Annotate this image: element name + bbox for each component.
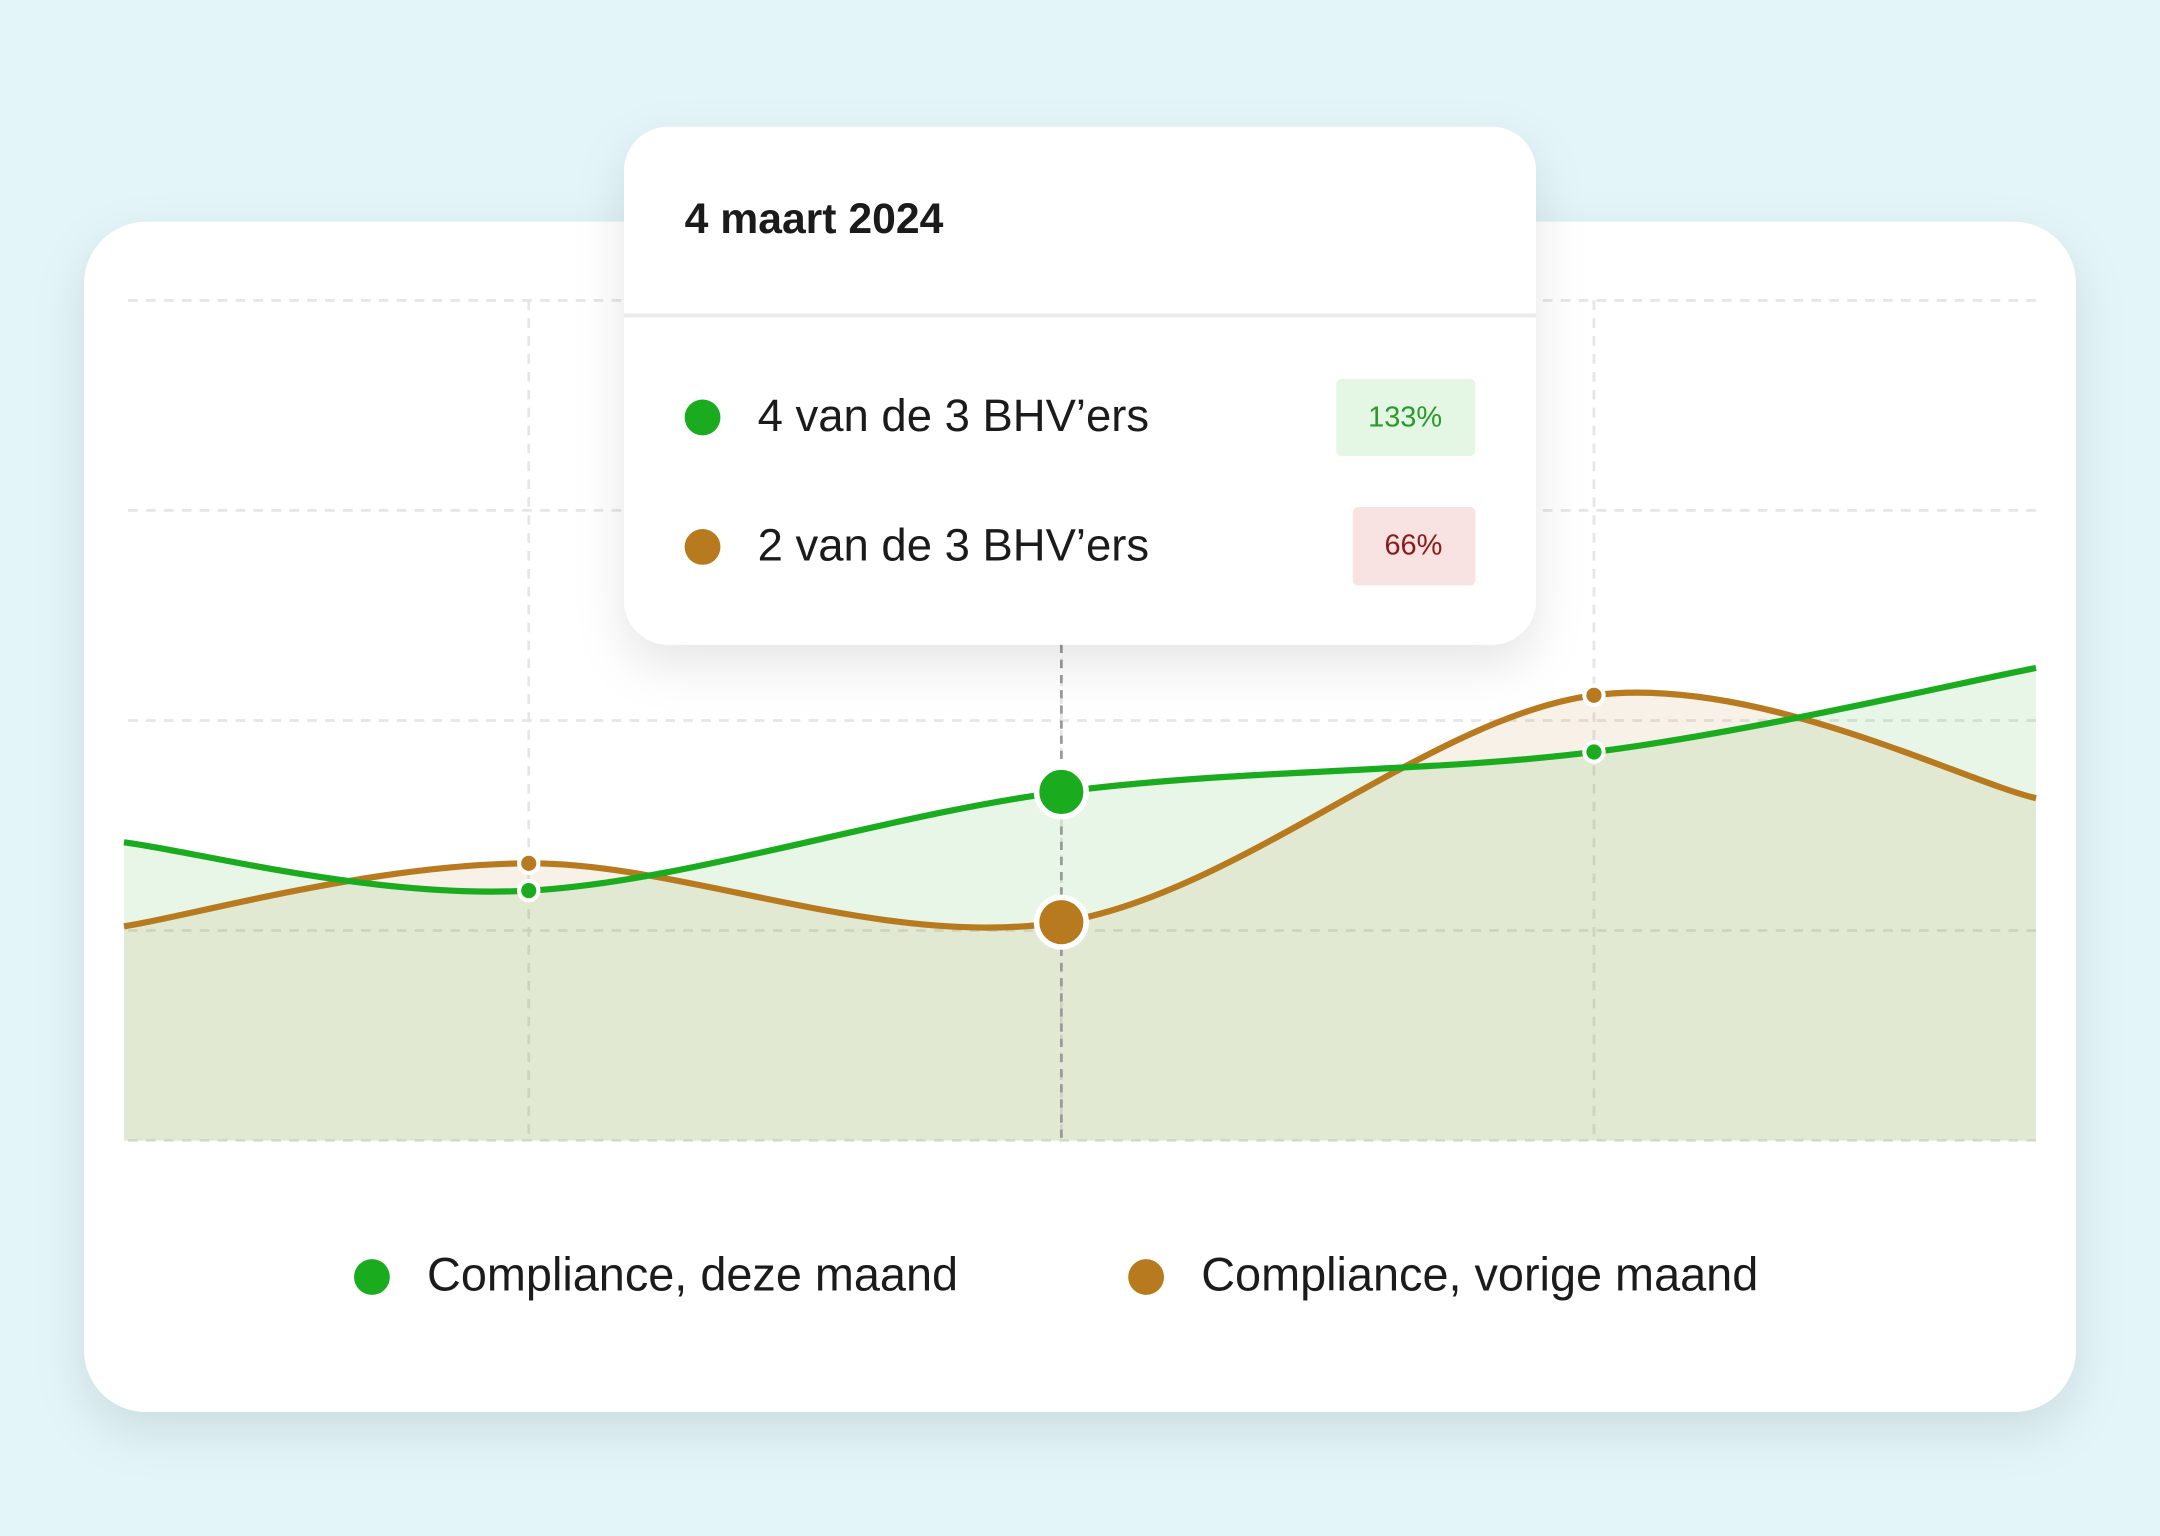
card xyxy=(84,221,2076,1413)
legend: Compliance, deze maand Compliance, vorige… xyxy=(354,1249,1758,1301)
tooltip-row-text: 4 van de 3 BHV’ers xyxy=(758,390,1149,441)
badge-text: 66% xyxy=(1384,530,1442,562)
active-point xyxy=(1033,764,1089,820)
point xyxy=(1582,683,1606,707)
point xyxy=(517,851,541,876)
legend-label: Compliance, vorige maand xyxy=(1201,1249,1758,1301)
area xyxy=(123,692,2037,1141)
legend-dot xyxy=(1128,1259,1165,1295)
active-point xyxy=(1033,894,1089,950)
badge xyxy=(1336,378,1476,456)
badge-text: 133% xyxy=(1368,401,1442,433)
tooltip-dot xyxy=(684,399,721,436)
plot-area xyxy=(123,298,2037,1143)
tooltip-dot xyxy=(684,528,721,565)
tooltip-title: 4 maart 2024 xyxy=(685,195,944,243)
legend-dot xyxy=(354,1259,390,1295)
legend-label: Compliance, deze maand xyxy=(427,1249,958,1301)
point xyxy=(1582,740,1606,764)
tooltip-row-text: 2 van de 3 BHV’ers xyxy=(758,519,1149,570)
tooltip: 4 maart 2024 4 van de 3 BHV’ers 133% 2 v… xyxy=(624,126,1536,645)
badge xyxy=(1352,506,1476,586)
tooltip-box xyxy=(624,126,1536,645)
point xyxy=(517,878,541,903)
